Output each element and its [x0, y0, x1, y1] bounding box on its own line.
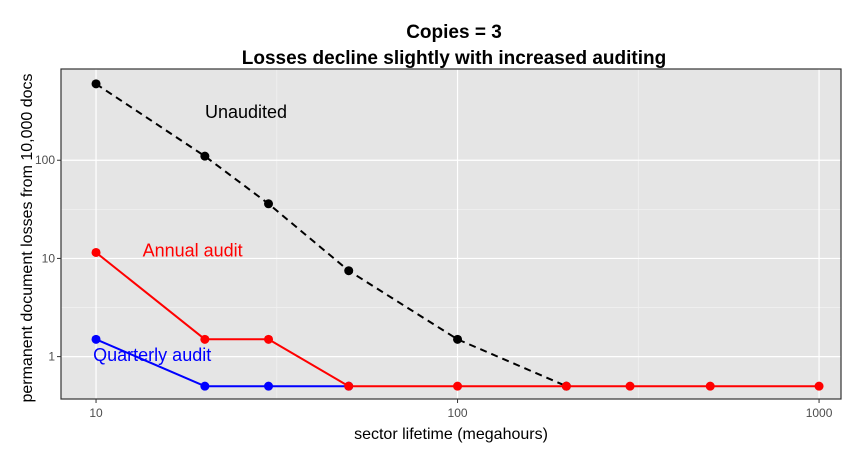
grid [61, 69, 841, 399]
x-axis-title: sector lifetime (megahours) [354, 426, 548, 443]
series-line-unaudited [95, 83, 567, 388]
chart-title: Copies = 3 [406, 22, 502, 43]
annotation-unaudited: Unaudited [205, 102, 287, 122]
data-point-quarterly-audit [200, 381, 210, 391]
plot-background [61, 69, 841, 399]
axes: 10 100 1000 1 10 100 [35, 153, 833, 420]
data-point-annual-audit [200, 334, 210, 344]
data-point-unaudited [264, 199, 274, 209]
series-annual-audit [91, 247, 824, 391]
data-point-quarterly-audit [264, 381, 274, 391]
annotation-annual-audit: Annual audit [143, 240, 243, 260]
annotation-quarterly-audit: Quarterly audit [93, 345, 211, 365]
data-point-unaudited [453, 334, 463, 344]
series-line-quarterly-audit [95, 338, 349, 388]
plot-frame [60, 68, 842, 400]
x-tick-label: 100 [448, 406, 468, 420]
data-point-annual-audit [705, 381, 715, 391]
data-point-annual-audit [625, 381, 635, 391]
y-tick-label: 100 [35, 153, 55, 167]
data-point-unaudited [91, 79, 101, 89]
x-tick-label: 10 [89, 406, 103, 420]
series-layer [91, 79, 824, 391]
data-point-unaudited [200, 151, 210, 161]
y-axis-title: permanent document losses from 10,000 do… [19, 73, 36, 402]
data-point-quarterly-audit [91, 334, 101, 344]
data-point-annual-audit [453, 381, 463, 391]
y-tick-label: 10 [42, 251, 56, 265]
data-point-annual-audit [264, 334, 274, 344]
y-tick-label: 1 [48, 350, 55, 364]
annotations: Unaudited Annual audit Quarterly audit [93, 102, 287, 365]
x-tick-label: 1000 [806, 406, 833, 420]
data-point-annual-audit [561, 381, 571, 391]
data-point-annual-audit [91, 247, 101, 257]
chart-subtitle: Losses decline slightly with increased a… [242, 48, 666, 69]
data-point-unaudited [344, 266, 354, 276]
data-point-annual-audit [814, 381, 824, 391]
data-point-annual-audit [344, 381, 354, 391]
